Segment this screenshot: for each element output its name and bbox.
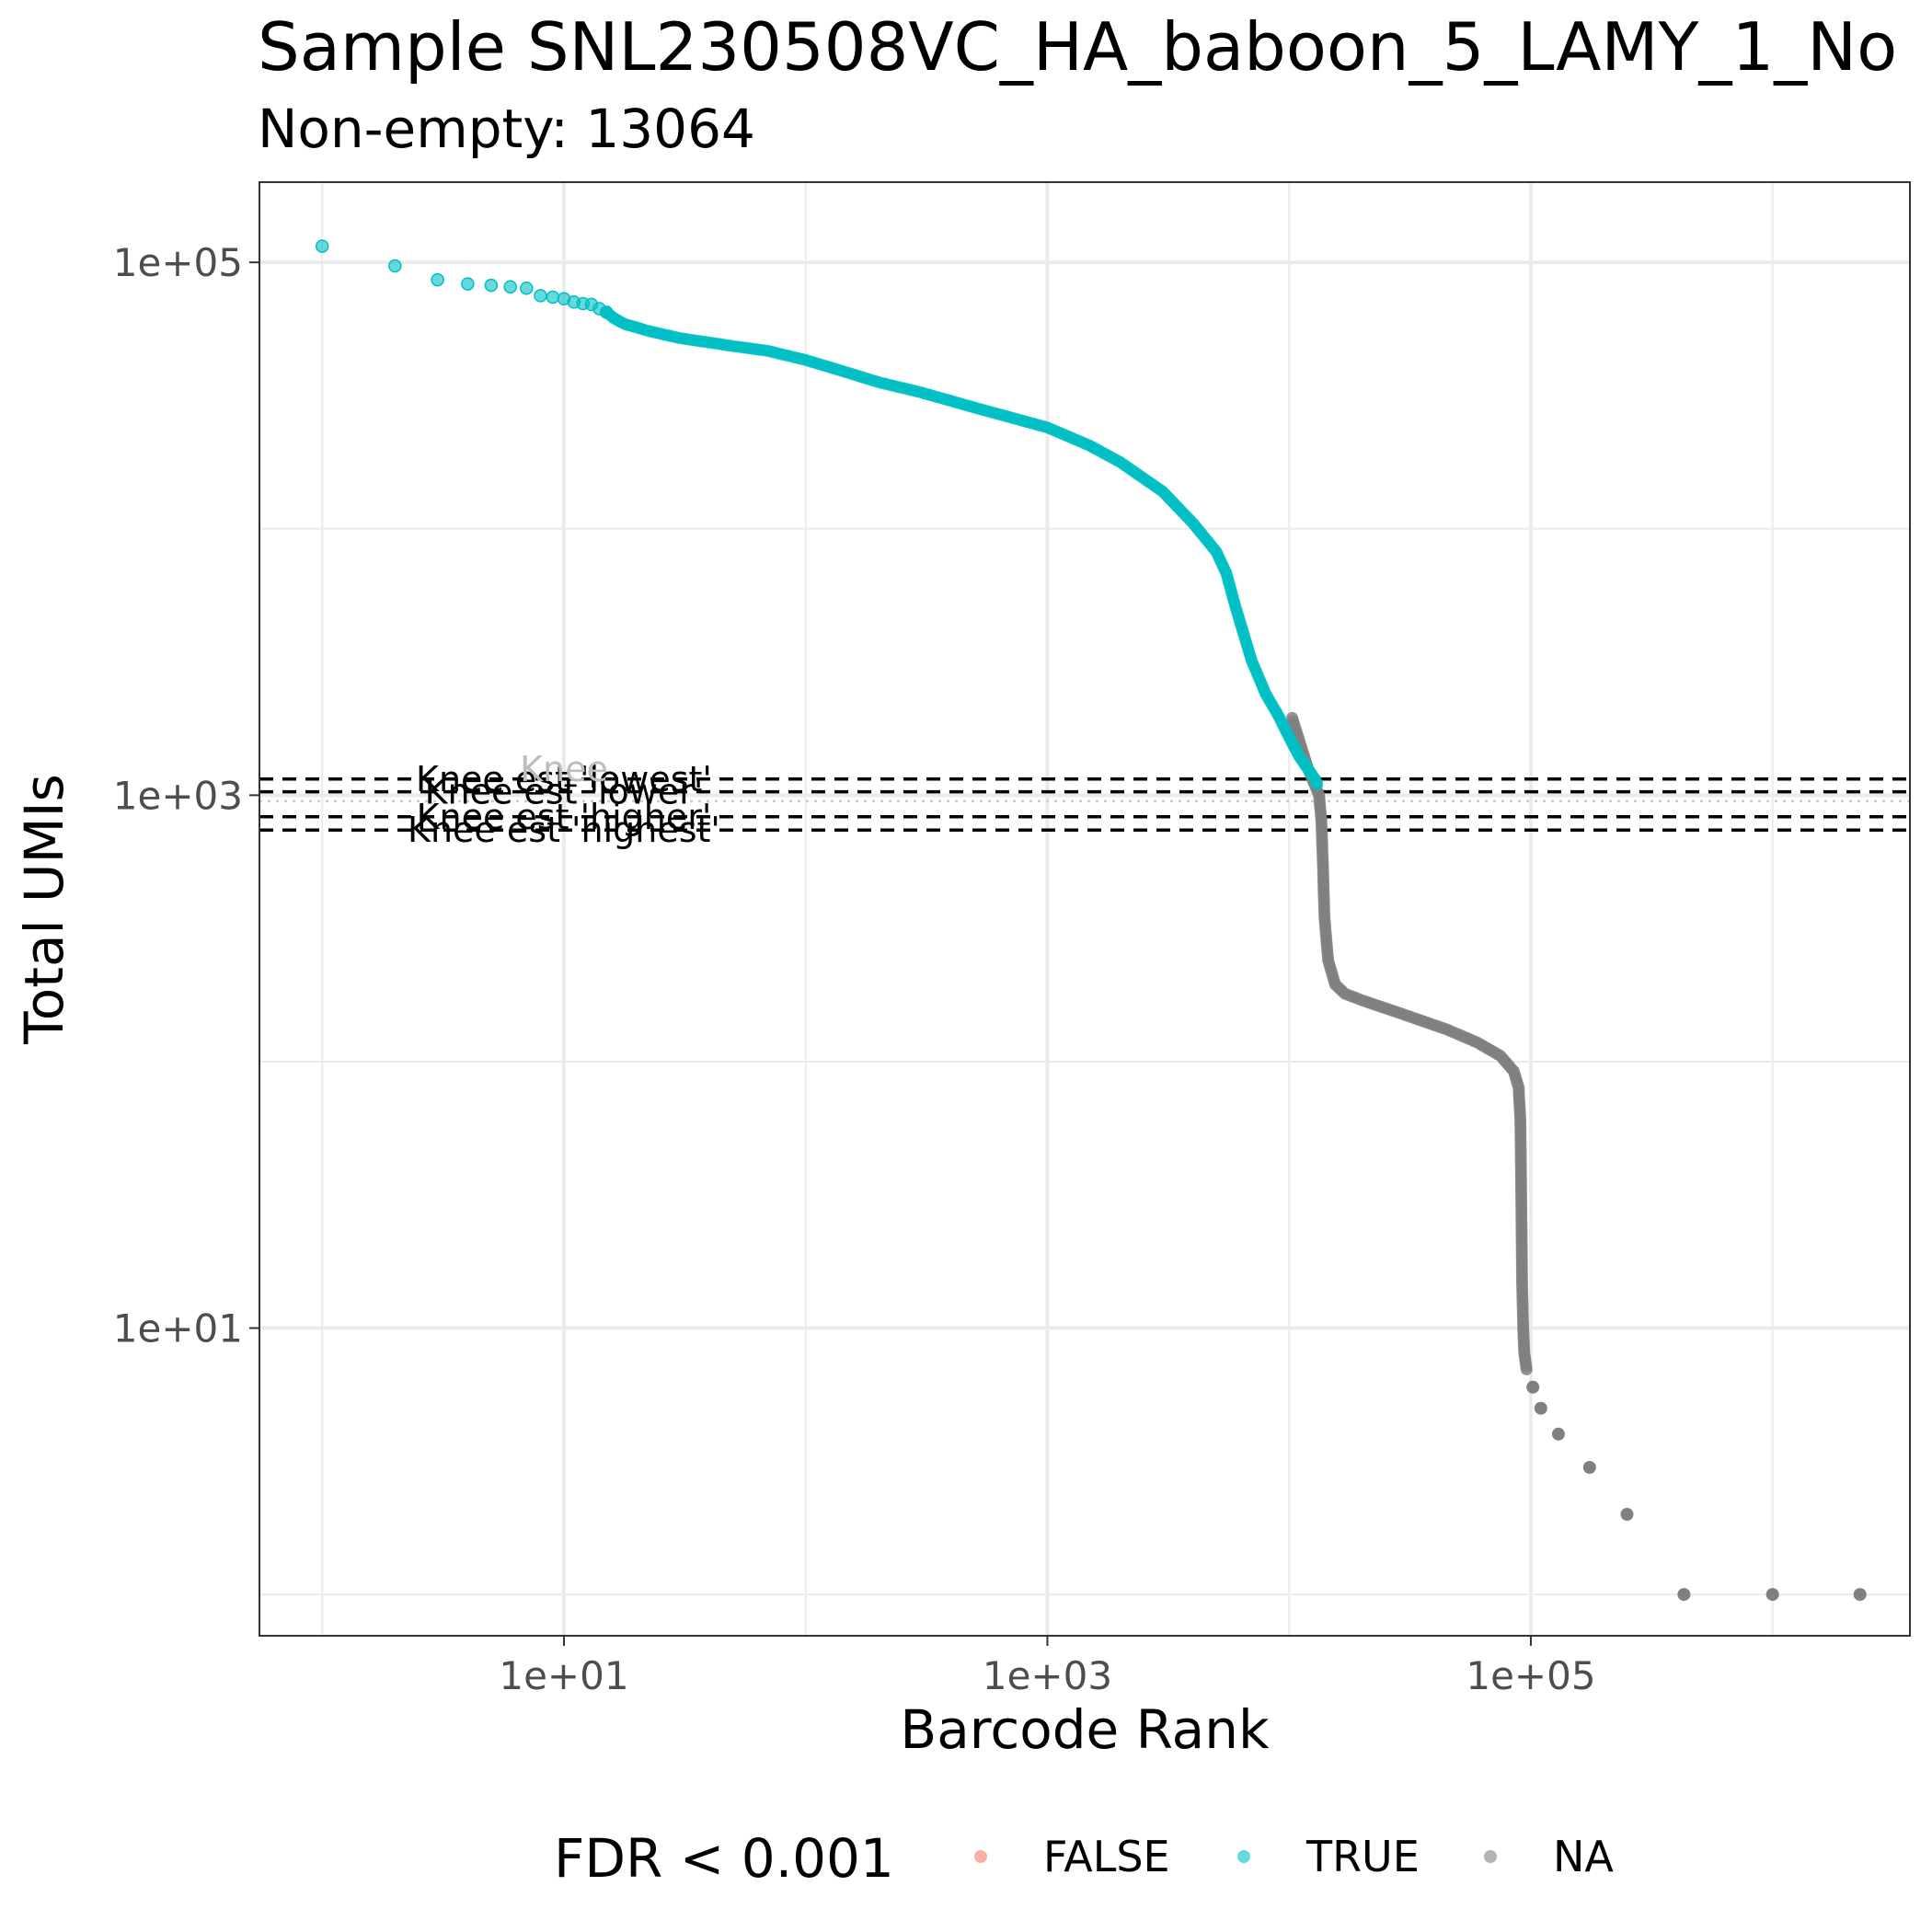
knee-label: Knee est 'lowest' bbox=[416, 759, 712, 799]
na-point bbox=[1765, 1588, 1779, 1602]
true-point bbox=[431, 272, 444, 287]
legend-key-na bbox=[1484, 1850, 1497, 1863]
true-point bbox=[534, 289, 547, 303]
x-axis-title: Barcode Rank bbox=[900, 1698, 1270, 1761]
x-tick-label: 1e+01 bbox=[499, 1653, 628, 1698]
na-point bbox=[1582, 1461, 1596, 1474]
na-point bbox=[1853, 1588, 1867, 1602]
legend-label-na: NA bbox=[1553, 1832, 1614, 1881]
legend-key-false bbox=[974, 1850, 987, 1863]
knee-labels: Knee est 'lowest'Knee est 'lower'Knee es… bbox=[408, 749, 720, 850]
axes: 1e+01 1e+03 1e+05 1e+01 1e+03 1e+05 bbox=[113, 240, 1596, 1698]
legend-key-true bbox=[1237, 1850, 1250, 1863]
x-tick-label: 1e+03 bbox=[983, 1653, 1112, 1698]
true-point bbox=[315, 239, 329, 253]
y-tick-label: 1e+01 bbox=[113, 1306, 243, 1351]
legend-label-false: FALSE bbox=[1043, 1832, 1170, 1881]
true-point bbox=[546, 290, 560, 305]
true-point bbox=[484, 278, 499, 293]
na-point bbox=[1551, 1427, 1565, 1441]
chart-subtitle: Non-empty: 13064 bbox=[258, 98, 755, 160]
legend: FDR < 0.001 FALSE TRUE NA bbox=[554, 1827, 1614, 1890]
true-point bbox=[503, 280, 517, 293]
true-point bbox=[520, 281, 534, 295]
data-points bbox=[315, 239, 1867, 1602]
na-point bbox=[1534, 1401, 1547, 1415]
knee-label: Knee est 'highest' bbox=[408, 810, 720, 850]
legend-label-true: TRUE bbox=[1305, 1832, 1420, 1881]
plot-border bbox=[259, 181, 1911, 1637]
knee-lines bbox=[259, 777, 1910, 832]
plot-background bbox=[259, 182, 1910, 1636]
y-axis-title: Total UMIs bbox=[13, 774, 75, 1045]
knee-label: Knee est 'lower' bbox=[425, 772, 704, 812]
knee-label: Knee est 'higher' bbox=[417, 797, 712, 837]
y-tick-label: 1e+05 bbox=[113, 240, 243, 285]
grid bbox=[259, 182, 1910, 1636]
chart-title: Sample SNL230508VC_HA_baboon_5_LAMY_1_No bbox=[258, 8, 1897, 86]
na-point bbox=[1677, 1588, 1691, 1602]
na-point bbox=[1526, 1380, 1540, 1394]
knee-label: Knee bbox=[520, 749, 608, 789]
true-point bbox=[1311, 777, 1324, 790]
na-point bbox=[1620, 1508, 1634, 1521]
y-tick-label: 1e+03 bbox=[113, 773, 243, 818]
legend-title: FDR < 0.001 bbox=[554, 1827, 894, 1890]
na-point bbox=[1520, 1363, 1533, 1375]
true-point bbox=[388, 259, 402, 273]
x-tick-label: 1e+05 bbox=[1466, 1653, 1595, 1698]
true-point bbox=[461, 277, 475, 291]
